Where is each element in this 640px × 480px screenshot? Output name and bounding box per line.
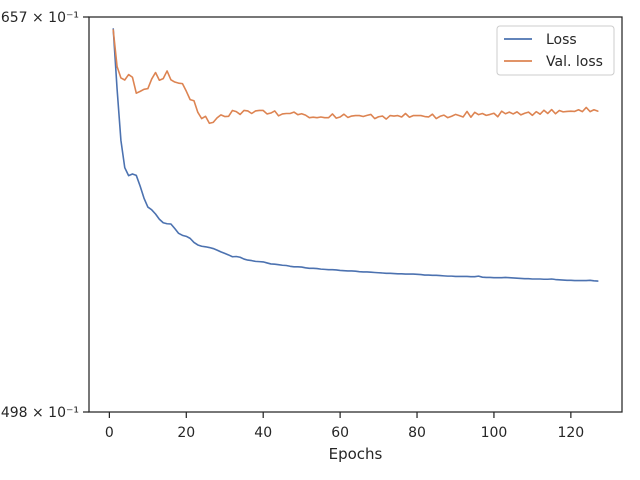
legend-label: Loss	[546, 32, 577, 48]
plot-frame	[88, 16, 623, 413]
y-tick-label: 498 × 10⁻¹	[1, 405, 79, 421]
plot-lines	[112, 28, 599, 282]
y-tick-label: 657 × 10⁻¹	[1, 10, 79, 26]
x-axis-label: Epochs	[329, 445, 383, 463]
legend: Loss Val. loss	[496, 25, 615, 76]
series-line-1	[112, 29, 599, 125]
x-tick-label: 0	[105, 425, 114, 441]
x-tick-label: 60	[331, 425, 349, 441]
x-tick-label: 40	[254, 425, 272, 441]
x-tick-label: 120	[557, 425, 584, 441]
x-tick-label: 80	[408, 425, 426, 441]
x-tick-label: 100	[481, 425, 508, 441]
x-ticks: 0 20 40 60 80 100 120	[105, 412, 584, 441]
y-ticks: 657 × 10⁻¹ 498 × 10⁻¹	[1, 10, 89, 421]
series-line-0	[112, 28, 599, 282]
x-tick-label: 20	[177, 425, 195, 441]
legend-label: Val. loss	[546, 54, 603, 70]
